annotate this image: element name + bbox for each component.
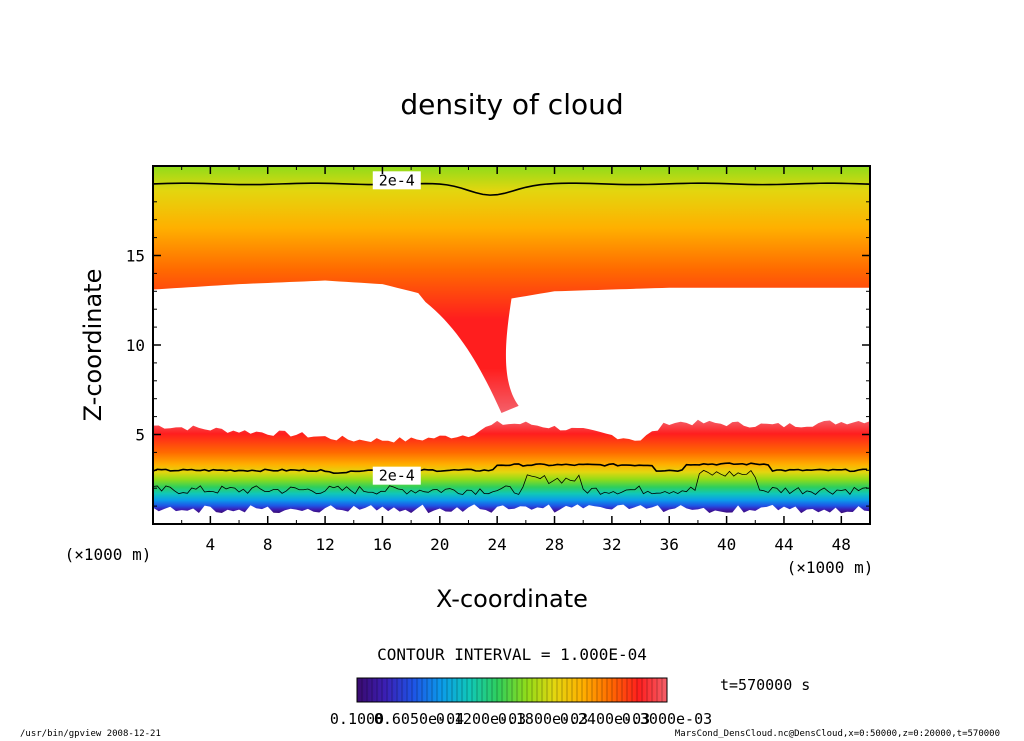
footer-right: MarsCond_DensCloud.nc@DensCloud,x=0:5000… (675, 729, 1000, 739)
upper-cloud-layer (153, 166, 870, 414)
x-tick-label: 4 (206, 535, 216, 554)
x-tick-label: 8 (263, 535, 273, 554)
x-tick-label: 20 (430, 535, 449, 554)
y-axis-label: Z-coordinate (79, 269, 107, 422)
colorbar-tick-label: 0.1200e-03 (436, 710, 526, 728)
y-tick-label: 10 (126, 336, 145, 355)
x-tick-label: 24 (488, 535, 507, 554)
colorbar-tick-label: 0.2400e-03 (560, 710, 650, 728)
x-axis-label: X-coordinate (436, 585, 588, 613)
contour-line-lower (153, 462, 868, 474)
colorbar-tick-label: 0.3000e-03 (622, 710, 712, 728)
chart-title: density of cloud (400, 88, 623, 121)
x-tick-label: 36 (660, 535, 679, 554)
colorbar-tick-labels: 0.10000.6050e-040.1200e-030.1800e-030.24… (330, 710, 712, 728)
contour-interval-text: CONTOUR INTERVAL = 1.000E-04 (377, 645, 647, 664)
colorbar-tick-label: 0.6050e-04 (374, 710, 464, 728)
x-tick-label: 32 (602, 535, 621, 554)
time-label: t=570000 s (720, 676, 810, 694)
y-tick-label: 15 (126, 247, 145, 266)
x-tick-label: 40 (717, 535, 736, 554)
x-tick-label: 28 (545, 535, 564, 554)
colorbar-tick-label: 0.1800e-03 (498, 710, 588, 728)
contour-label-upper: 2e-4 (379, 171, 415, 189)
colorbar-frame (356, 677, 668, 703)
x-tick-label: 16 (373, 535, 392, 554)
colorbar-stripes (361, 678, 663, 702)
lower-cloud-layer (153, 419, 870, 514)
colorbar: 0.10000.6050e-040.1200e-030.1800e-030.24… (330, 677, 712, 728)
contour-labels: 2e-4 2e-4 (372, 171, 421, 485)
x-unit-label-right: (×1000 m) (787, 558, 874, 577)
contour-label-lower: 2e-4 (379, 467, 415, 485)
x-axis-ticks: 4 8 12 16 20 24 28 32 36 40 44 48 (181, 166, 851, 554)
contour-label-background (372, 171, 421, 190)
y-tick-label: 5 (135, 426, 145, 445)
contour-line-upper (153, 182, 870, 196)
lower-layer-fringe (153, 469, 868, 496)
x-tick-label: 12 (315, 535, 334, 554)
contour-label-background (372, 466, 421, 485)
y-axis-ticks: 5 10 15 (126, 183, 870, 507)
plot-area (153, 166, 870, 524)
x-tick-label: 44 (774, 535, 793, 554)
colorbar-tick-label: 0.1000 (330, 710, 384, 728)
footer-left: /usr/bin/gpview 2008-12-21 (20, 729, 161, 739)
x-unit-label-left: (×1000 m) (65, 545, 152, 564)
x-tick-label: 48 (832, 535, 851, 554)
